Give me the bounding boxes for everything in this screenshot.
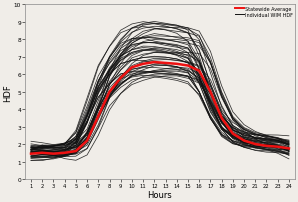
X-axis label: Hours: Hours [148,190,172,199]
Y-axis label: HDF: HDF [4,83,13,101]
Legend: Statewide Average, Individual WIM HDF: Statewide Average, Individual WIM HDF [235,7,293,18]
